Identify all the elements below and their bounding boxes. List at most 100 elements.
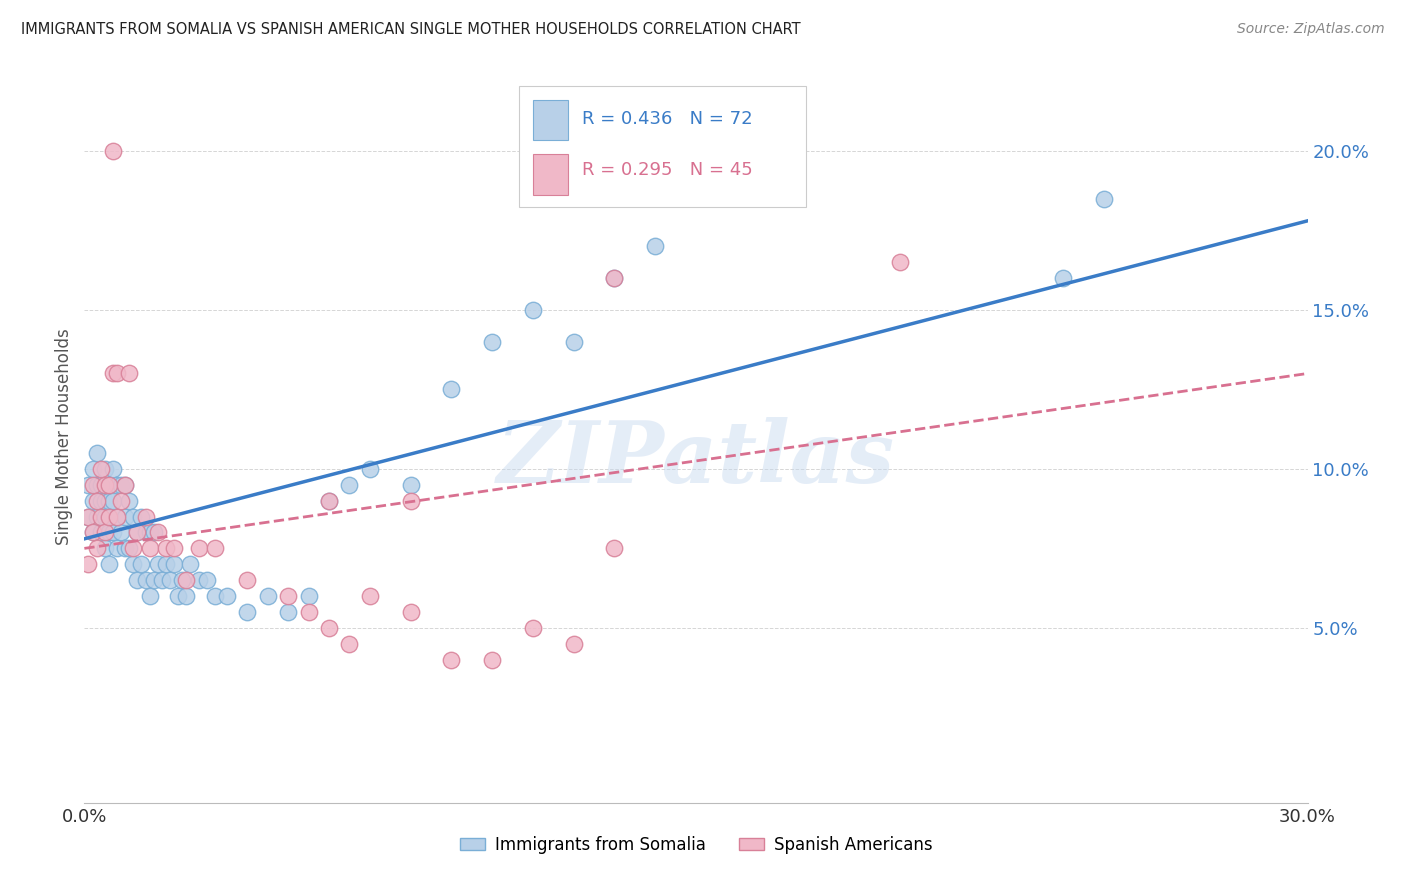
Point [318, 493, 340, 508]
Point [97, 558, 120, 572]
Point [114, 477, 136, 491]
Point [90, 462, 112, 476]
Point [142, 573, 165, 587]
Point [86, 509, 108, 524]
Point [82, 525, 104, 540]
Point [1092, 192, 1115, 206]
Point [131, 558, 153, 572]
FancyBboxPatch shape [519, 86, 806, 207]
Point [105, 509, 128, 524]
Point [93, 541, 115, 556]
Point [562, 637, 585, 651]
Point [146, 525, 169, 540]
FancyBboxPatch shape [533, 100, 568, 140]
Point [110, 525, 132, 540]
Point [86, 541, 108, 556]
Point [101, 525, 124, 540]
Point [110, 477, 132, 491]
Text: IMMIGRANTS FROM SOMALIA VS SPANISH AMERICAN SINGLE MOTHER HOUSEHOLDS CORRELATION: IMMIGRANTS FROM SOMALIA VS SPANISH AMERI… [21, 22, 800, 37]
Point [77, 477, 100, 491]
Point [167, 589, 190, 603]
Point [135, 509, 157, 524]
Point [440, 383, 463, 397]
Point [97, 493, 120, 508]
Point [114, 477, 136, 491]
Point [142, 525, 165, 540]
Point [174, 573, 197, 587]
Point [101, 462, 124, 476]
Point [93, 493, 115, 508]
Point [82, 493, 104, 508]
Point [277, 589, 299, 603]
Point [105, 367, 128, 381]
Point [298, 589, 321, 603]
Point [204, 541, 226, 556]
Point [187, 573, 209, 587]
Y-axis label: Single Mother Households: Single Mother Households [55, 329, 73, 545]
Point [97, 477, 120, 491]
Point [204, 589, 226, 603]
Point [236, 605, 259, 619]
Point [146, 558, 169, 572]
Point [90, 477, 112, 491]
Point [522, 621, 544, 635]
Point [163, 541, 186, 556]
Point [481, 653, 503, 667]
Point [174, 589, 197, 603]
Point [77, 509, 100, 524]
Point [86, 477, 108, 491]
Point [122, 509, 145, 524]
Point [118, 493, 141, 508]
Point [77, 558, 100, 572]
Point [93, 462, 115, 476]
Point [603, 271, 626, 285]
Point [603, 271, 626, 285]
Point [522, 302, 544, 317]
Point [138, 541, 160, 556]
Point [90, 509, 112, 524]
Point [118, 541, 141, 556]
Point [90, 493, 112, 508]
Point [236, 573, 259, 587]
Point [440, 653, 463, 667]
Point [114, 541, 136, 556]
Point [138, 589, 160, 603]
Point [127, 525, 149, 540]
Point [298, 605, 321, 619]
Point [105, 477, 128, 491]
Point [93, 525, 115, 540]
Point [105, 509, 128, 524]
Point [110, 493, 132, 508]
Text: ZIPatlas: ZIPatlas [496, 417, 896, 500]
Point [1052, 271, 1074, 285]
Point [97, 525, 120, 540]
Point [195, 573, 218, 587]
Point [127, 573, 149, 587]
Point [82, 525, 104, 540]
Point [318, 621, 340, 635]
Text: R = 0.295   N = 45: R = 0.295 N = 45 [582, 161, 754, 179]
Point [359, 589, 381, 603]
Legend: Immigrants from Somalia, Spanish Americans: Immigrants from Somalia, Spanish America… [453, 829, 939, 860]
Point [114, 509, 136, 524]
Point [339, 477, 361, 491]
Point [90, 525, 112, 540]
Point [82, 477, 104, 491]
Point [187, 541, 209, 556]
Point [257, 589, 280, 603]
Point [101, 367, 124, 381]
Point [138, 525, 160, 540]
Point [122, 558, 145, 572]
Point [644, 239, 666, 253]
Point [179, 558, 201, 572]
Point [135, 525, 157, 540]
FancyBboxPatch shape [533, 154, 568, 194]
Point [77, 509, 100, 524]
Point [150, 573, 173, 587]
Point [217, 589, 239, 603]
Point [339, 637, 361, 651]
Point [82, 462, 104, 476]
Point [318, 493, 340, 508]
Point [163, 558, 186, 572]
Point [889, 255, 911, 269]
